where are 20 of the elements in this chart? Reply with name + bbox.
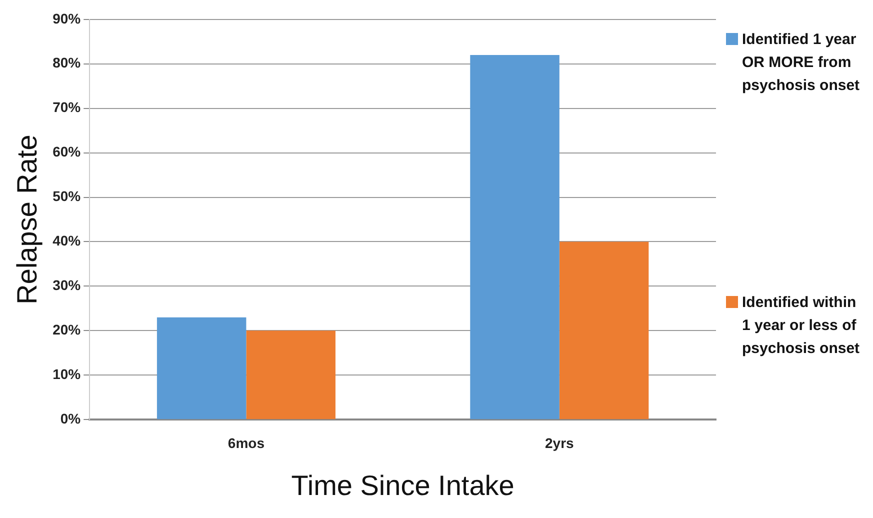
bar <box>246 330 336 420</box>
y-tick-label: 30% <box>52 277 82 294</box>
y-tick-label: 80% <box>52 54 82 71</box>
bar <box>156 317 246 420</box>
x-tick-label: 6mos <box>228 434 265 451</box>
y-tick-label: 50% <box>52 188 82 204</box>
x-axis-title: Time Since Intake <box>291 470 514 501</box>
legend-label: Identified 1 year OR MORE from psychosis onset <box>742 30 861 96</box>
y-tick-label: 60% <box>52 144 82 160</box>
y-axis-title: Relapse Rate <box>12 134 43 304</box>
y-tick-label: 40% <box>52 232 82 249</box>
y-tick-label: 0% <box>60 410 82 426</box>
bar <box>470 54 560 420</box>
y-tick-label: 90% <box>52 10 82 26</box>
bar <box>559 242 649 420</box>
y-tick-label: 10% <box>52 366 82 382</box>
y-tick-label: 70% <box>52 99 82 116</box>
y-tick-label: 20% <box>52 322 82 338</box>
x-tick-label: 2yrs <box>545 434 574 451</box>
legend-label: Identified within 1 year or less of psychosis onset <box>742 293 861 359</box>
